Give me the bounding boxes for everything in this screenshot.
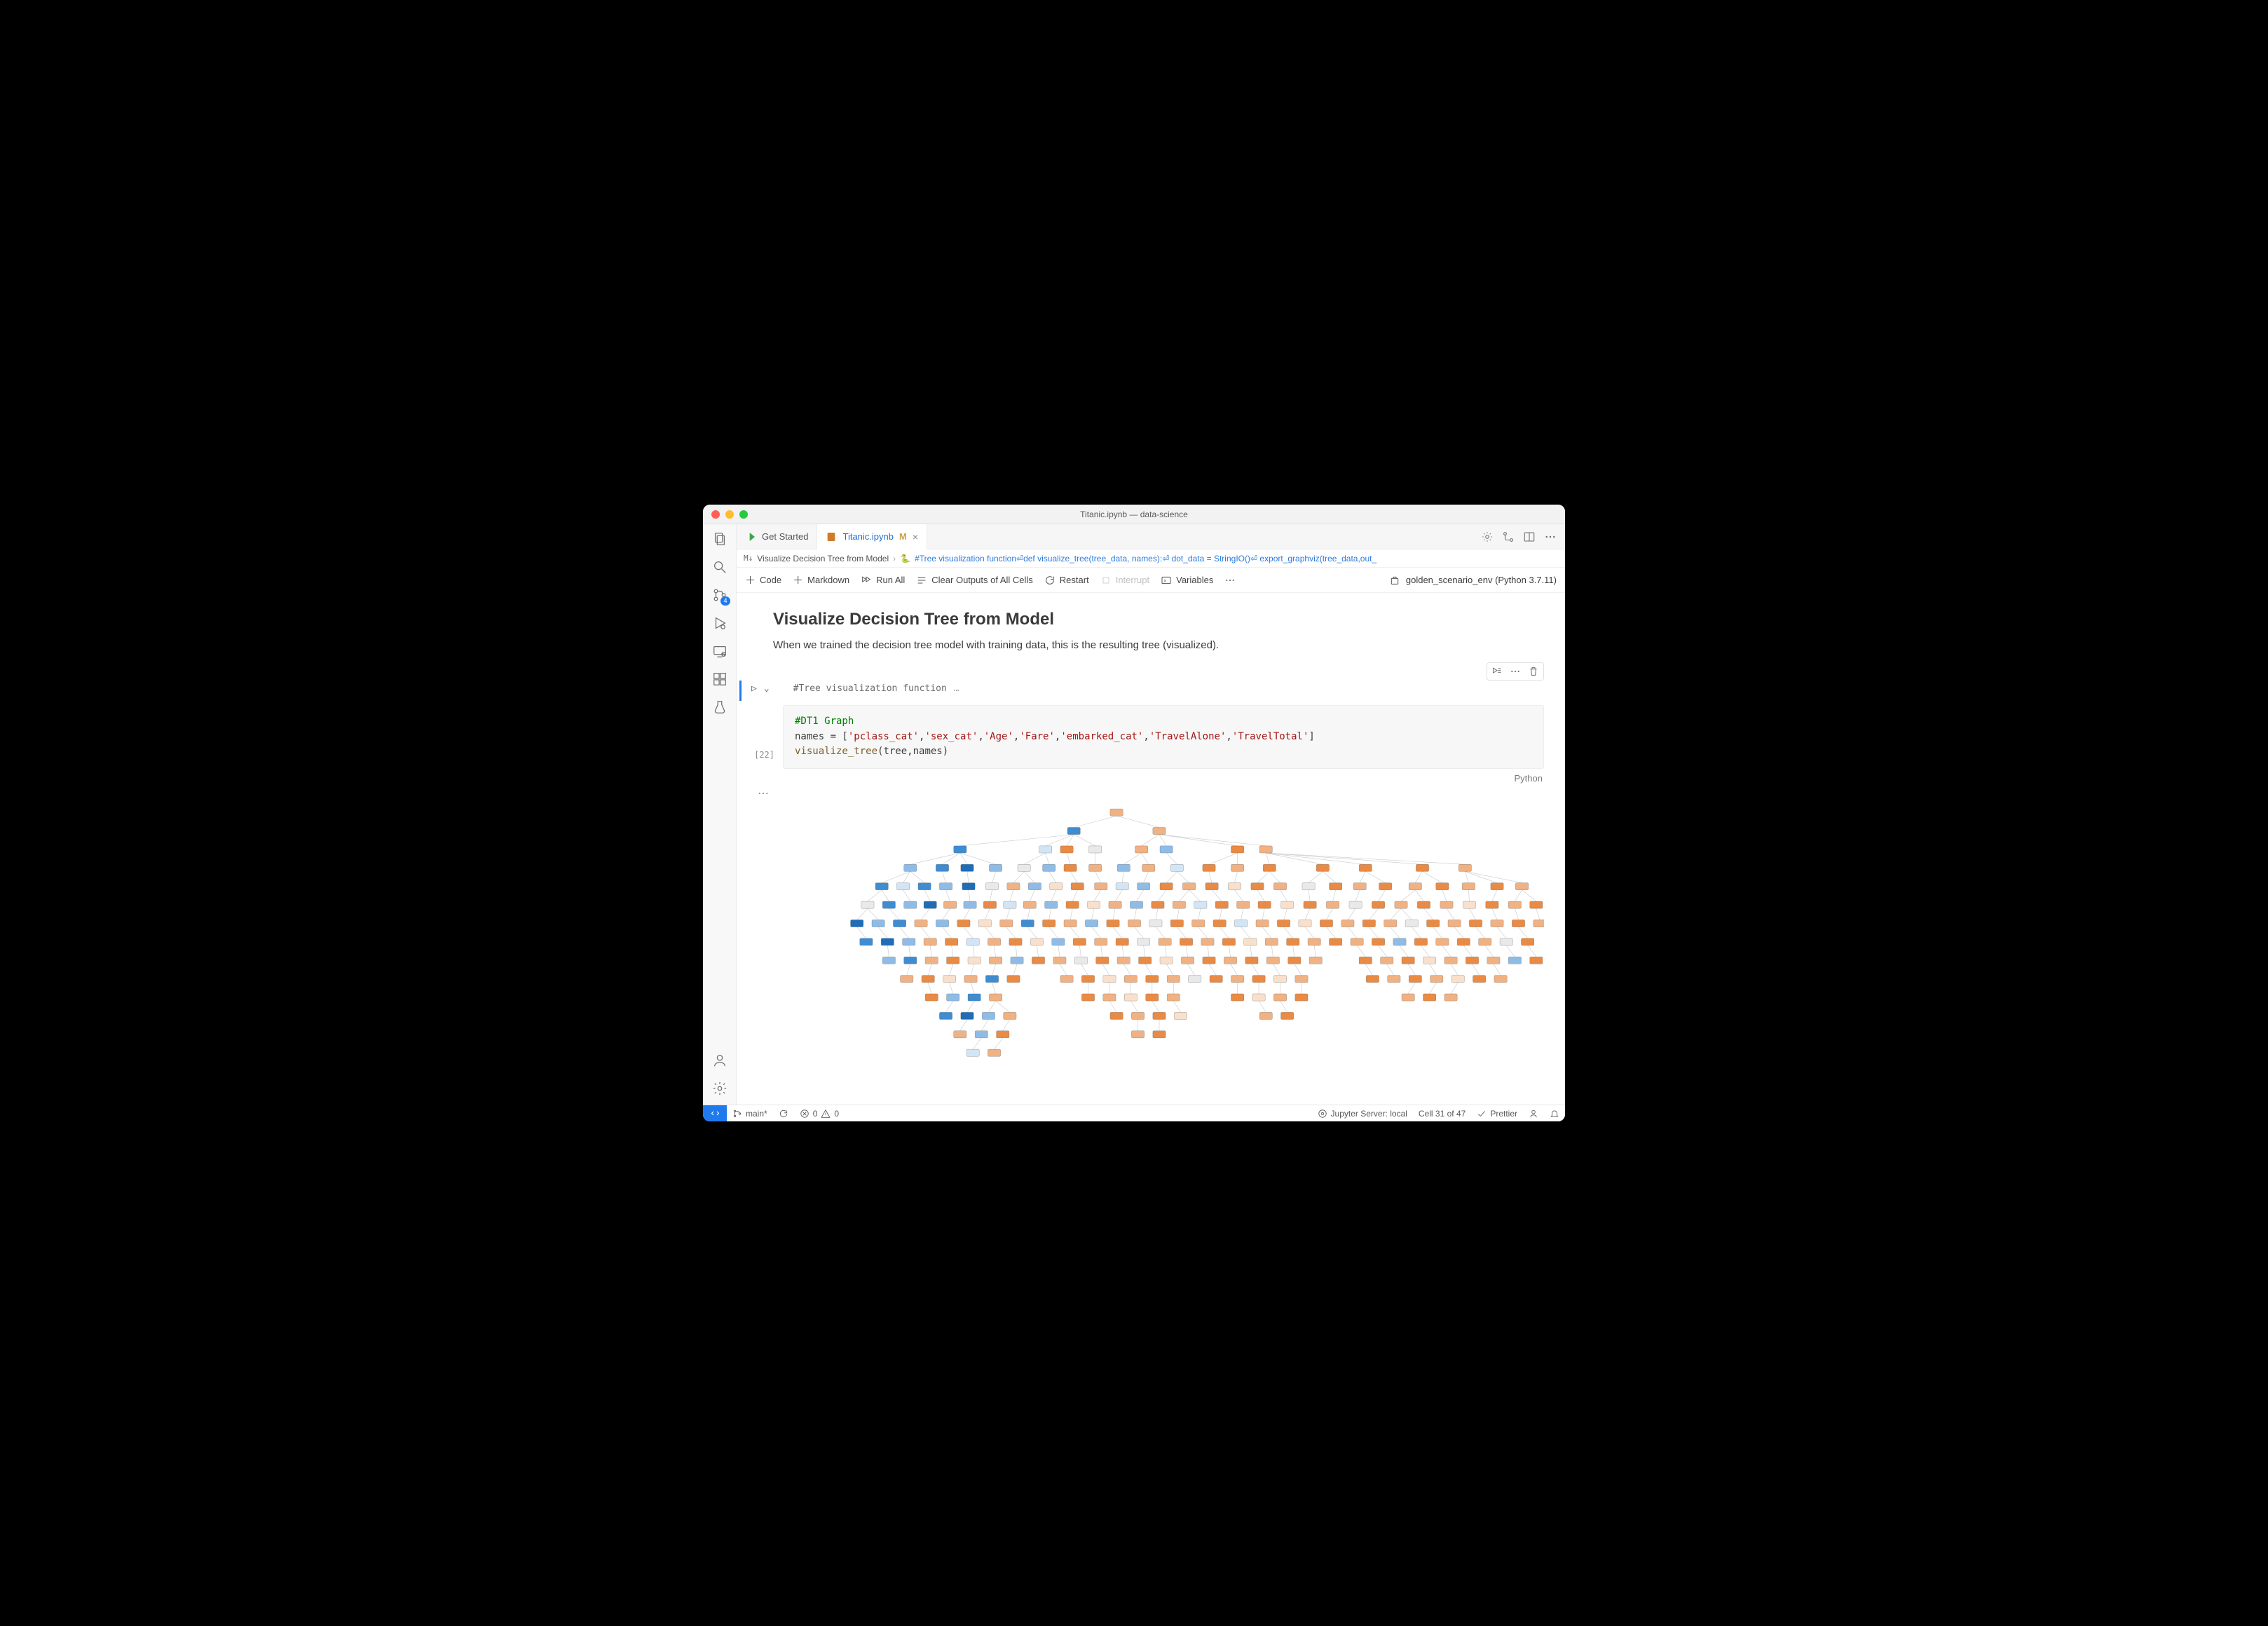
toolbar-overflow-icon[interactable] [1224,575,1236,586]
search-icon[interactable] [711,558,729,576]
jupyter-server-status[interactable]: Jupyter Server: local [1312,1109,1413,1119]
remote-explorer-icon[interactable] [711,642,729,660]
status-bar: main* 0 0 Jupyter Server: local Cell 31 … [703,1105,1565,1121]
markdown-body: When we trained the decision tree model … [773,639,1537,651]
tab-label: Get Started [762,531,808,542]
scm-badge: 4 [720,596,730,606]
collapsed-preview: #Tree visualization function [793,683,947,694]
output-collapse-icon[interactable]: ⋯ [737,786,1565,800]
execution-count: [22] [746,705,774,760]
clear-outputs-button[interactable]: Clear Outputs of All Cells [916,575,1033,586]
explorer-icon[interactable] [711,530,729,548]
kernel-picker[interactable]: golden_scenario_env (Python 3.7.11) [1389,575,1557,586]
accounts-icon[interactable] [711,1051,729,1070]
split-editor-icon[interactable] [1523,531,1536,543]
editor-area: Get Started Titanic.ipynb M × M↓ [737,524,1565,1105]
run-by-line-icon[interactable] [1491,666,1503,677]
decision-tree-graphic [776,803,1544,1074]
problems-status[interactable]: 0 0 [794,1109,845,1119]
collapsed-code-cell[interactable]: ▷ ⌄ #Tree visualization function … [739,681,1565,701]
minimize-window-button[interactable] [725,510,734,519]
run-debug-icon[interactable] [711,614,729,632]
expand-chevron-icon[interactable]: ⌄ [764,683,770,694]
tab-titanic[interactable]: Titanic.ipynb M × [817,524,927,549]
remote-indicator[interactable] [703,1105,727,1121]
notifications-icon[interactable] [1544,1109,1565,1119]
extensions-icon[interactable] [711,670,729,688]
tab-label: Titanic.ipynb [842,531,894,542]
cell-language-label[interactable]: Python [783,769,1544,786]
window-title: Titanic.ipynb — data-science [703,510,1565,519]
code-cell[interactable]: #DT1 Graph names = ['pclass_cat','sex_ca… [783,705,1544,786]
svg-text:x: x [1164,578,1167,583]
breadcrumb-code: #Tree visualization function⏎def visuali… [915,554,1376,563]
python-icon: 🐍 [900,554,910,563]
breadcrumb-section: Visualize Decision Tree from Model [757,554,889,563]
editor-tabs: Get Started Titanic.ipynb M × [737,524,1565,549]
git-branch-status[interactable]: main* [727,1109,773,1119]
add-code-cell-button[interactable]: ＋Code [745,573,781,587]
titlebar: Titanic.ipynb — data-science [703,505,1565,524]
diff-icon[interactable] [1502,531,1515,543]
cell-more-icon[interactable] [1510,666,1521,677]
activity-bar: 4 [703,524,737,1105]
notebook-toolbar: ＋Code ＋Markdown Run All Clear Outputs of… [737,568,1565,593]
close-tab-icon[interactable]: × [913,531,918,542]
add-markdown-cell-button[interactable]: ＋Markdown [793,573,849,587]
interrupt-kernel-button[interactable]: Interrupt [1100,575,1149,586]
cell-position-status[interactable]: Cell 31 of 47 [1413,1109,1471,1119]
more-actions-icon[interactable] [1544,531,1557,543]
prettier-status[interactable]: Prettier [1471,1109,1523,1119]
cell-toolbar [737,658,1565,681]
settings-gear-icon[interactable] [711,1079,729,1098]
vscode-window: Titanic.ipynb — data-science 4 [703,505,1565,1121]
markdown-heading: Visualize Decision Tree from Model [773,610,1537,629]
markdown-icon: M↓ [744,554,753,563]
run-all-button[interactable]: Run All [861,575,905,586]
dirty-indicator: M [899,531,907,542]
code-editor[interactable]: #DT1 Graph names = ['pclass_cat','sex_ca… [783,705,1544,769]
notebook-settings-icon[interactable] [1481,531,1494,543]
variables-button[interactable]: x Variables [1161,575,1213,586]
close-window-button[interactable] [711,510,720,519]
notebook-scroll[interactable]: Visualize Decision Tree from Model When … [737,593,1565,1105]
restart-kernel-button[interactable]: Restart [1044,575,1089,586]
delete-cell-icon[interactable] [1528,666,1539,677]
window-controls [703,510,748,519]
zoom-window-button[interactable] [739,510,748,519]
cell-output [737,800,1565,1088]
collapsed-ellipsis: … [954,683,959,694]
feedback-icon[interactable] [1523,1109,1544,1119]
markdown-cell[interactable]: Visualize Decision Tree from Model When … [737,606,1565,658]
run-cell-icon[interactable]: ▷ [751,683,757,694]
breadcrumbs[interactable]: M↓ Visualize Decision Tree from Model › … [737,549,1565,568]
sync-status[interactable] [773,1109,794,1119]
tab-get-started[interactable]: Get Started [737,524,817,549]
kernel-label: golden_scenario_env (Python 3.7.11) [1406,575,1557,585]
testing-icon[interactable] [711,698,729,716]
source-control-icon[interactable]: 4 [711,586,729,604]
